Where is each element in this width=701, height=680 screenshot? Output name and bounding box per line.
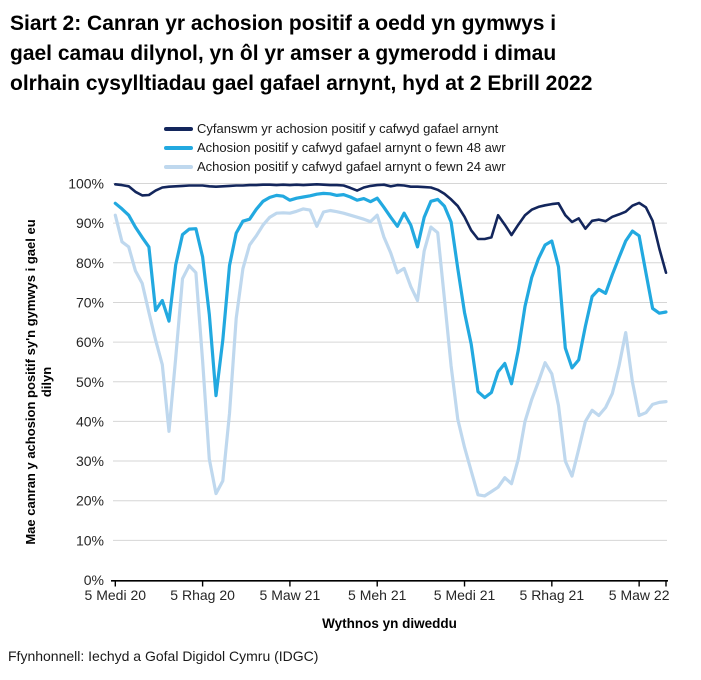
x-tick-label: 5 Rhag 20: [170, 587, 235, 603]
x-axis-title: Wythnos yn diweddu: [322, 616, 457, 631]
source-note: Ffynhonnell: Iechyd a Gofal Digidol Cymr…: [8, 648, 319, 664]
x-tick-label: 5 Meh 21: [348, 587, 407, 603]
y-tick-label: 90%: [76, 215, 104, 231]
legend-swatch-total: [164, 126, 193, 131]
series-line-2: [113, 207, 668, 498]
chart-title: Siart 2: Canran yr achosion positif a oe…: [10, 9, 700, 99]
chart-title-line-3: olrhain cysylltiadau gael gafael arnynt,…: [10, 72, 593, 95]
legend-item-total: Cyfanswm yr achosion positif y cafwyd ga…: [164, 119, 506, 138]
x-tick-label: 5 Medi 20: [85, 587, 147, 603]
y-axis-title: Mae canran y achosion positif sy'n gymwy…: [23, 182, 57, 582]
y-tick-label: 20%: [76, 493, 104, 509]
legend-label-total: Cyfanswm yr achosion positif y cafwyd ga…: [197, 121, 499, 136]
chart-legend: Cyfanswm yr achosion positif y cafwyd ga…: [164, 119, 506, 176]
chart-title-line-1: Siart 2: Canran yr achosion positif a oe…: [10, 12, 557, 35]
y-tick-label: 70%: [76, 294, 104, 310]
y-axis-title-line-2: dilyn: [39, 366, 54, 398]
x-tick-label: 5 Maw 22: [609, 587, 670, 603]
y-tick-label: 80%: [76, 255, 104, 271]
y-axis-title-line-1: Mae canran y achosion positif sy'n gymwy…: [23, 219, 38, 545]
legend-label-48hr: Achosion positif y cafwyd gafael arnynt …: [197, 140, 506, 155]
legend-item-48hr: Achosion positif y cafwyd gafael arnynt …: [164, 138, 506, 157]
y-tick-label: 0%: [84, 572, 104, 588]
y-tick-label: 10%: [76, 532, 104, 548]
legend-swatch-24hr: [164, 164, 193, 169]
y-tick-label: 60%: [76, 334, 104, 350]
legend-label-24hr: Achosion positif y cafwyd gafael arnynt …: [197, 159, 506, 174]
y-tick-label: 40%: [76, 413, 104, 429]
x-tick-label: 5 Rhag 21: [520, 587, 585, 603]
series-line-1: [113, 191, 668, 400]
y-tick-label: 50%: [76, 374, 104, 390]
legend-item-24hr: Achosion positif y cafwyd gafael arnynt …: [164, 157, 506, 176]
y-tick-label: 100%: [68, 176, 104, 192]
legend-swatch-48hr: [164, 145, 193, 150]
y-tick-label: 30%: [76, 453, 104, 469]
x-tick-label: 5 Maw 21: [260, 587, 321, 603]
x-tick-label: 5 Medi 21: [434, 587, 496, 603]
chart-title-line-2: gael camau dilynol, yn ôl yr amser a gym…: [10, 42, 557, 65]
series-line-0: [114, 183, 668, 275]
